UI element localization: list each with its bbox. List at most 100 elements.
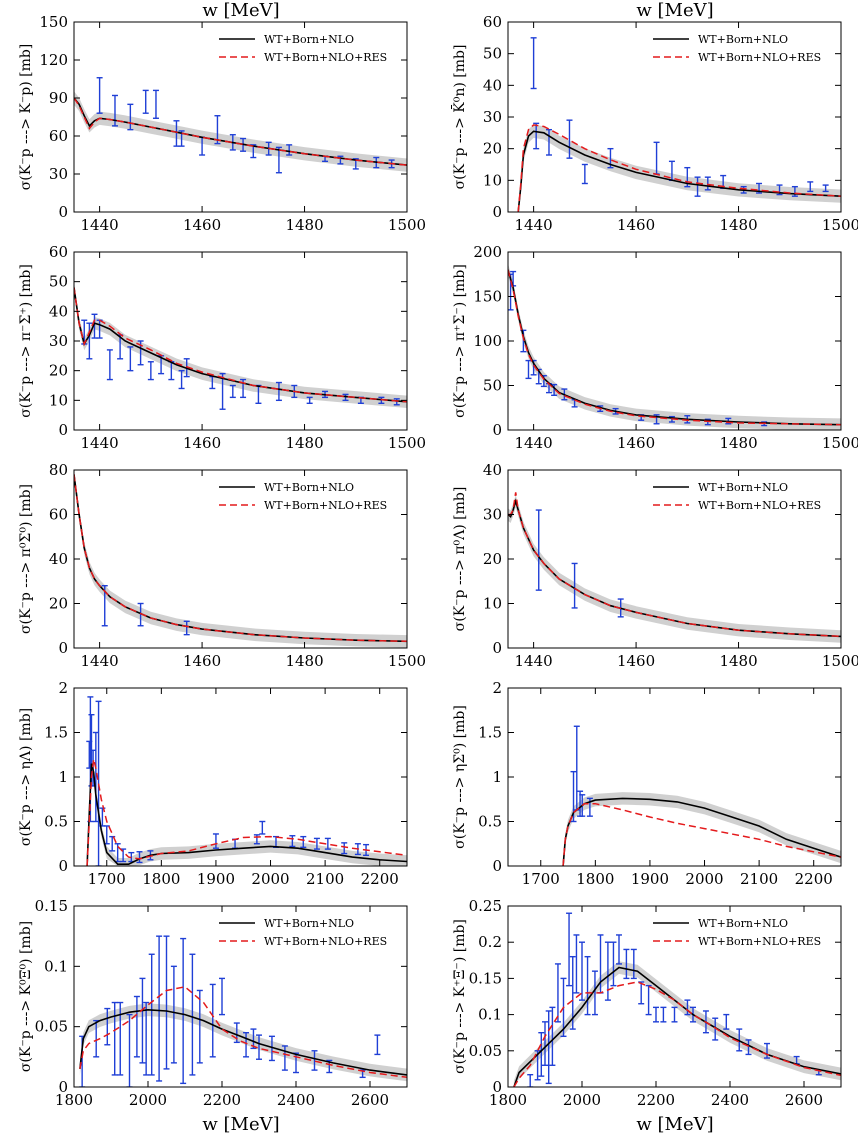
data-point (311, 1050, 318, 1071)
x-tick-label: 1440 (81, 652, 119, 670)
legend-label-nlo-res: WT+Born+NLO+RES (264, 499, 387, 512)
y-tick-label: 120 (39, 51, 68, 69)
data-point (180, 937, 187, 1085)
y-tick-label: 30 (49, 165, 68, 183)
uncertainty-band (508, 263, 841, 430)
x-tick-label: 1500 (822, 216, 858, 234)
x-tick-label: 1480 (719, 652, 757, 670)
y-axis-label: σ(K⁻p ---> K̄⁰n) [mb] (450, 45, 468, 190)
x-tick-label: 1500 (822, 434, 858, 452)
legend: WT+Born+NLO WT+Born+NLO+RES (219, 917, 387, 948)
y-tick-label: 0 (492, 203, 502, 221)
plot-area (513, 912, 841, 1087)
y-tick-label: 40 (483, 461, 502, 479)
x-tick-label: 1800 (142, 870, 180, 888)
data-point (579, 941, 585, 1001)
y-tick-label: 50 (483, 377, 502, 395)
y-tick-label: 200 (473, 243, 502, 261)
plot-area (74, 77, 407, 174)
legend-label-nlo: WT+Born+NLO (264, 33, 354, 46)
data-point (573, 725, 580, 811)
y-tick-label: 50 (49, 273, 68, 291)
data-point (268, 1035, 275, 1062)
data-point (573, 934, 580, 994)
x-tick-label: 1700 (88, 870, 126, 888)
y-tick-label: 0.05 (35, 1018, 68, 1036)
data-point (616, 934, 622, 965)
data-point (764, 1042, 770, 1059)
x-tick-label: 1440 (515, 652, 553, 670)
data-point (807, 181, 814, 193)
y-tick-label: 0.15 (35, 897, 68, 915)
data-point (653, 141, 660, 175)
plot-area (74, 281, 407, 410)
plot-frame (73, 905, 408, 1088)
uncertainty-band (513, 961, 841, 1087)
y-tick-label: 0 (492, 639, 502, 657)
data-point (126, 1013, 133, 1087)
x-tick-label: 1800 (55, 1091, 93, 1109)
data-point (127, 103, 134, 131)
x-tick-label: 1440 (81, 434, 119, 452)
plot-area (508, 263, 841, 430)
y-axis-label: σ(K⁻p ---> K⁺Ξ⁻) [mb] (452, 919, 468, 1074)
panel-4: 1440 1460 1480 1500 0 50 100 150 200 σ(K⁻p ---> π… (452, 243, 858, 452)
y-tick-label: 20 (483, 550, 502, 568)
data-point (214, 115, 221, 145)
y-tick-label: 20 (49, 595, 68, 613)
x-tick-label: 1440 (81, 216, 119, 234)
data-point (660, 1006, 667, 1023)
panel-1: 1440 1460 1480 1500 0 30 60 90 120 150 σ(K⁻p ---> … (18, 13, 426, 234)
legend-label-nlo: WT+Born+NLO (698, 917, 788, 930)
plot-frame (507, 251, 842, 431)
x-tick-label: 1480 (719, 434, 757, 452)
top-x-label-right: w [MeV] (636, 0, 713, 21)
data-point (704, 176, 711, 191)
y-tick-label: 0.15 (469, 969, 502, 987)
data-point (127, 346, 134, 372)
data-point (533, 122, 540, 150)
legend: WT+Born+NLO WT+Born+NLO+RES (219, 481, 387, 512)
x-tick-label: 1900 (631, 870, 669, 888)
data-point (653, 1006, 659, 1023)
y-tick-label: 1.5 (478, 724, 502, 742)
x-tick-label: 1460 (617, 652, 655, 670)
plot-frame (73, 469, 408, 649)
y-tick-label: 60 (49, 506, 68, 524)
curve-nlo (517, 130, 841, 212)
y-tick-label: 90 (49, 89, 68, 107)
plot-area (562, 725, 841, 866)
data-point (209, 983, 216, 1058)
y-tick-label: 60 (49, 243, 68, 261)
y-axis-label: σ(K⁻p ---> π⁻Σ⁺) [mb] (18, 264, 34, 418)
curve-nlo-res (517, 124, 841, 212)
data-point (139, 977, 146, 1064)
legend-label-nlo: WT+Born+NLO (698, 481, 788, 494)
x-tick-label: 2200 (637, 1091, 675, 1109)
curve-nlo (508, 269, 841, 426)
legend-label-nlo-res: WT+Born+NLO+RES (698, 51, 821, 64)
data-point (638, 981, 645, 1005)
y-tick-label: 0 (58, 857, 68, 875)
legend-label-nlo: WT+Born+NLO (698, 33, 788, 46)
y-tick-label: 10 (483, 595, 502, 613)
y-axis-label: σ(K⁻p ---> ηΣ⁰) [mb] (452, 705, 468, 849)
panel-3: 1440 1460 1480 1500 0 10 20 30 40 50 60 σ(K⁻p ---> … (18, 243, 426, 452)
panel-7: 1700 1800 1900 2000 2100 2200 0 0.5 1 1.5 2 σ(K⁻p -… (18, 679, 408, 888)
data-point (148, 953, 155, 1076)
y-tick-label: 0.5 (44, 813, 68, 831)
x-tick-label: 2000 (563, 1091, 601, 1109)
data-point (106, 349, 113, 381)
curve-nlo-res (513, 981, 841, 1087)
y-tick-label: 150 (39, 13, 68, 31)
data-point (289, 835, 296, 848)
y-tick-label: 0.1 (44, 957, 68, 975)
plot-area (517, 37, 841, 212)
legend: WT+Born+NLO WT+Born+NLO+RES (219, 33, 387, 64)
y-tick-label: 60 (49, 127, 68, 145)
data-point (286, 144, 293, 156)
y-axis-label: σ(K⁻p ---> K⁻p) [mb] (18, 44, 34, 191)
data-point (534, 1050, 541, 1081)
data-point (133, 995, 140, 1058)
